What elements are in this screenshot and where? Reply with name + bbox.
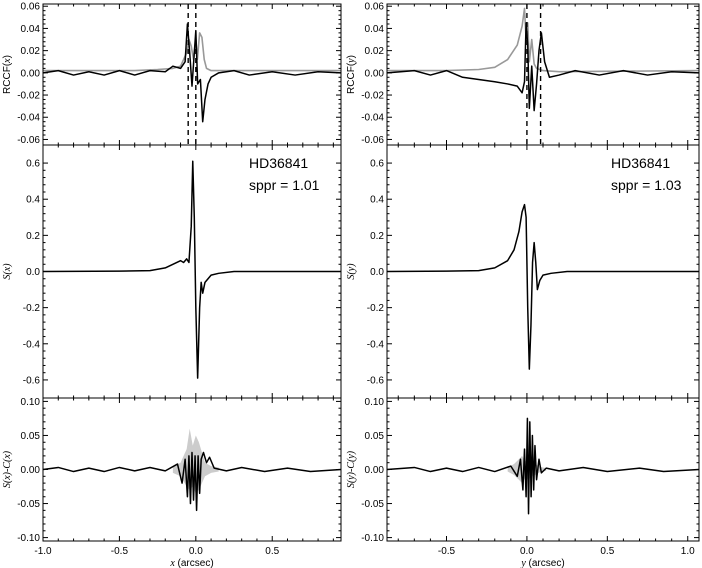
- y-tick-label: 0.4: [26, 195, 40, 206]
- plot-area: [43, 428, 341, 512]
- y-axis-label: S(y)-C(y): [346, 450, 357, 488]
- x-tick-label: -1.0: [34, 546, 52, 557]
- x-tick-label: 1.0: [681, 546, 695, 557]
- y-tick-label: 0.00: [365, 465, 385, 476]
- y-tick-label: 0.2: [26, 231, 40, 242]
- y-tick-label: -0.4: [23, 339, 41, 350]
- y-tick-label: -0.6: [23, 375, 41, 386]
- y-axis-label: S(y): [346, 263, 357, 280]
- y-tick-label: -0.06: [17, 135, 40, 146]
- y-tick-label: 0.2: [370, 231, 384, 242]
- y-tick-label: 0.06: [21, 2, 41, 13]
- y-tick-label: -0.05: [361, 499, 384, 510]
- panel-bottom-right: -0.10 -0.05 0.00 0.05 0.10 -0.5 0.0 0.5 1.0 S(y)-…: [346, 397, 700, 568]
- y-tick-label: -0.05: [17, 499, 40, 510]
- plot-area: [43, 160, 341, 379]
- y-tick-label: -0.02: [17, 91, 40, 102]
- y-tick-label: -0.02: [361, 91, 384, 102]
- y-axis-label: RCCF(y): [346, 55, 357, 94]
- series-line-1: [387, 417, 699, 515]
- panel-middle-left: -0.6 -0.4 -0.2 0.0 0.2 0.4 0.6 S(x) HD36841 sppr …: [2, 144, 342, 399]
- y-tick-label: -0.06: [361, 135, 384, 146]
- y-tick-label: -0.2: [23, 303, 41, 314]
- y-tick-label: 0.04: [365, 24, 385, 35]
- y-tick-label: -0.10: [361, 533, 384, 544]
- y-tick-label: 0.0: [26, 267, 40, 278]
- y-tick-label: 0.10: [21, 397, 41, 408]
- panel-middle-right: -0.6 -0.4 -0.2 0.0 0.2 0.4 0.6 S(y) HD36841 sppr …: [346, 144, 700, 399]
- series-line-1: [43, 160, 341, 379]
- y-tick-label: 0.00: [21, 465, 41, 476]
- x-tick-label: 0.5: [600, 546, 614, 557]
- x-axis-label: y (arcsec): [520, 558, 564, 568]
- y-axis-label: S(x): [2, 263, 13, 280]
- y-tick-label: 0.0: [370, 267, 384, 278]
- y-tick-label: 0.00: [365, 68, 385, 79]
- x-tick-label: 0.0: [189, 546, 203, 557]
- x-tick-label: 0.5: [265, 546, 279, 557]
- plot-area: [43, 4, 341, 145]
- y-axis-label: S(x)-C(x): [2, 450, 13, 488]
- plot-area: [387, 4, 699, 145]
- y-tick-label: -0.2: [367, 303, 385, 314]
- y-tick-label: 0.02: [365, 46, 385, 57]
- y-tick-label: 0.4: [370, 195, 384, 206]
- y-tick-label: 0.6: [370, 159, 384, 170]
- y-tick-label: 0.00: [21, 68, 41, 79]
- panel-top-left: -0.06 -0.04 -0.02 0.00 0.02 0.04 0.06 RCCF(x): [2, 2, 342, 146]
- y-tick-label: -0.10: [17, 533, 40, 544]
- y-tick-label: 0.02: [21, 46, 41, 57]
- series-line-2: [43, 23, 341, 123]
- y-tick-label: 0.05: [21, 431, 41, 442]
- series-line-1: [387, 7, 699, 73]
- plot-area: [387, 203, 699, 370]
- y-tick-label: -0.04: [361, 113, 384, 124]
- annotation-line-2: sppr = 1.01: [249, 177, 320, 193]
- y-tick-label: 0.05: [365, 431, 385, 442]
- panel-top-right: -0.06 -0.04 -0.02 0.00 0.02 0.04 0.06 RCCF(y): [346, 2, 700, 146]
- y-tick-label: -0.04: [17, 113, 40, 124]
- y-tick-label: 0.04: [21, 24, 41, 35]
- series-line-1: [43, 451, 341, 512]
- series-line-1: [387, 203, 699, 370]
- annotation-line-2: sppr = 1.03: [611, 177, 682, 193]
- panel-bottom-left: -0.10 -0.05 0.00 0.05 0.10 -1.0 -0.5 0.0 0.5 S(x)…: [2, 397, 342, 568]
- y-tick-label: 0.6: [26, 159, 40, 170]
- annotation-line-1: HD36841: [249, 155, 308, 171]
- y-tick-label: -0.6: [367, 375, 385, 386]
- x-tick-label: 0.0: [520, 546, 534, 557]
- x-axis-label: x (arcsec): [169, 558, 213, 568]
- annotation-line-1: HD36841: [611, 155, 670, 171]
- y-tick-label: 0.10: [365, 397, 385, 408]
- x-tick-label: -0.5: [111, 546, 129, 557]
- y-axis-label: RCCF(x): [2, 55, 13, 94]
- series-line-1: [43, 32, 341, 72]
- x-tick-label: -0.5: [438, 546, 456, 557]
- series-line-2: [387, 22, 699, 112]
- y-tick-label: 0.06: [365, 2, 385, 13]
- plot-area: [387, 417, 699, 515]
- y-tick-label: -0.4: [367, 339, 385, 350]
